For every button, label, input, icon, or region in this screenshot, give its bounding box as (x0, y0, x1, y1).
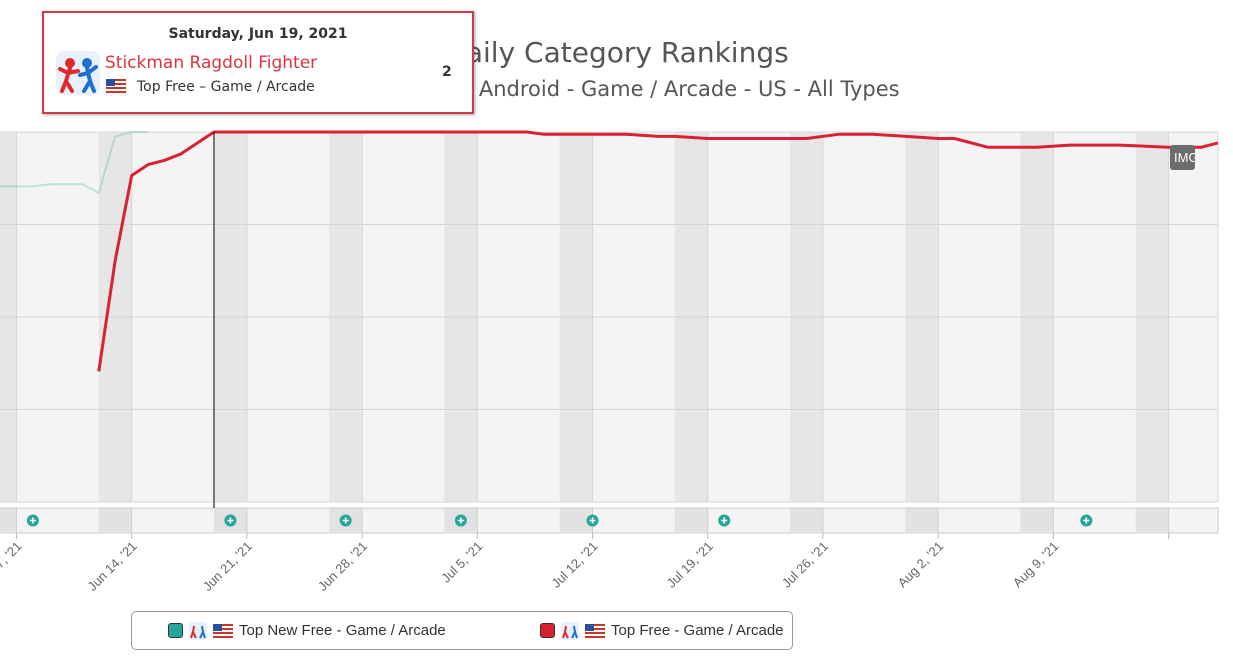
navigator-weekend-band (790, 508, 823, 533)
plus-icon (29, 517, 36, 524)
us-flag-icon (585, 623, 605, 638)
legend-label: Top New Free - Game / Arcade (239, 622, 446, 639)
chart-title: Daily Category Rankings (444, 36, 789, 69)
x-tick-label: Jun 14, '21 (84, 539, 139, 594)
x-tick-label: Jul 26, '21 (779, 539, 831, 591)
x-tick-label: Jul 12, '21 (548, 539, 600, 591)
tooltip: Saturday, Jun 19, 2021 Stickman Ragdoll … (42, 11, 474, 114)
x-tick-label: Jul 19, '21 (664, 539, 716, 591)
event-marker[interactable] (339, 514, 352, 527)
x-tick-label: Aug 2, '21 (895, 539, 947, 591)
event-markers (26, 514, 1093, 527)
plus-icon (589, 517, 596, 524)
event-marker[interactable] (224, 514, 237, 527)
tooltip-date: Saturday, Jun 19, 2021 (168, 26, 348, 42)
plus-icon (1083, 517, 1090, 524)
x-tick-label: Aug 9, '21 (1010, 539, 1062, 591)
app-icon (56, 51, 100, 95)
event-marker[interactable] (586, 514, 599, 527)
navigator-weekend-band (98, 508, 132, 533)
legend-item-top-new-free[interactable]: Top New Free - Game / Arcade (168, 612, 446, 649)
watermark-badge: IMG (1170, 145, 1199, 170)
legend-swatch (540, 623, 555, 638)
navigator-weekend-band (905, 508, 939, 533)
series-line-0 (0, 131, 149, 194)
series-line-1 (97, 130, 1219, 372)
plus-icon (342, 517, 349, 524)
tooltip-rank: 2 (442, 64, 452, 80)
navigator-weekend-band (1135, 508, 1169, 533)
navigator-weekend-band (674, 508, 708, 533)
x-tick-label: Jun 7, '21 (0, 539, 25, 589)
ranking-chart[interactable]: Jun 7, '21 Jun 14, '21 Jun 21, '21 Jun 28, … (0, 0, 1233, 610)
event-marker[interactable] (454, 514, 467, 527)
x-tick-label: Jun 28, '21 (315, 539, 370, 594)
tooltip-category: Top Free – Game / Arcade (137, 79, 315, 95)
navigator-weekend-band (1020, 508, 1054, 533)
navigator-weekend-band (0, 508, 17, 533)
plus-icon (227, 517, 234, 524)
grid-lines (0, 131, 1219, 539)
x-axis-ticks: Jun 7, '21 Jun 14, '21 Jun 21, '21 Jun 28, … (0, 539, 1062, 594)
event-marker[interactable] (26, 514, 39, 527)
app-icon (189, 621, 207, 640)
legend-item-top-free[interactable]: Top Free - Game / Arcade (540, 612, 784, 649)
tooltip-app-name: Stickman Ragdoll Fighter (105, 53, 318, 73)
plus-icon (721, 517, 728, 524)
us-flag-icon (213, 623, 233, 638)
x-tick-label: Jun 21, '21 (200, 539, 255, 594)
app-icon (561, 621, 579, 640)
plus-icon (457, 517, 464, 524)
event-marker[interactable] (718, 514, 731, 527)
weekend-bands (0, 132, 1219, 534)
x-tick-label: Jul 5, '21 (438, 539, 485, 586)
series-lines (0, 130, 1219, 372)
watermark-text: IMG (1174, 150, 1199, 165)
legend-swatch (168, 623, 183, 638)
event-marker[interactable] (1080, 514, 1093, 527)
legend: Top New Free - Game / Arcade Top Free - … (131, 611, 793, 650)
us-flag-icon (105, 78, 127, 94)
legend-label: Top Free - Game / Arcade (611, 622, 784, 639)
